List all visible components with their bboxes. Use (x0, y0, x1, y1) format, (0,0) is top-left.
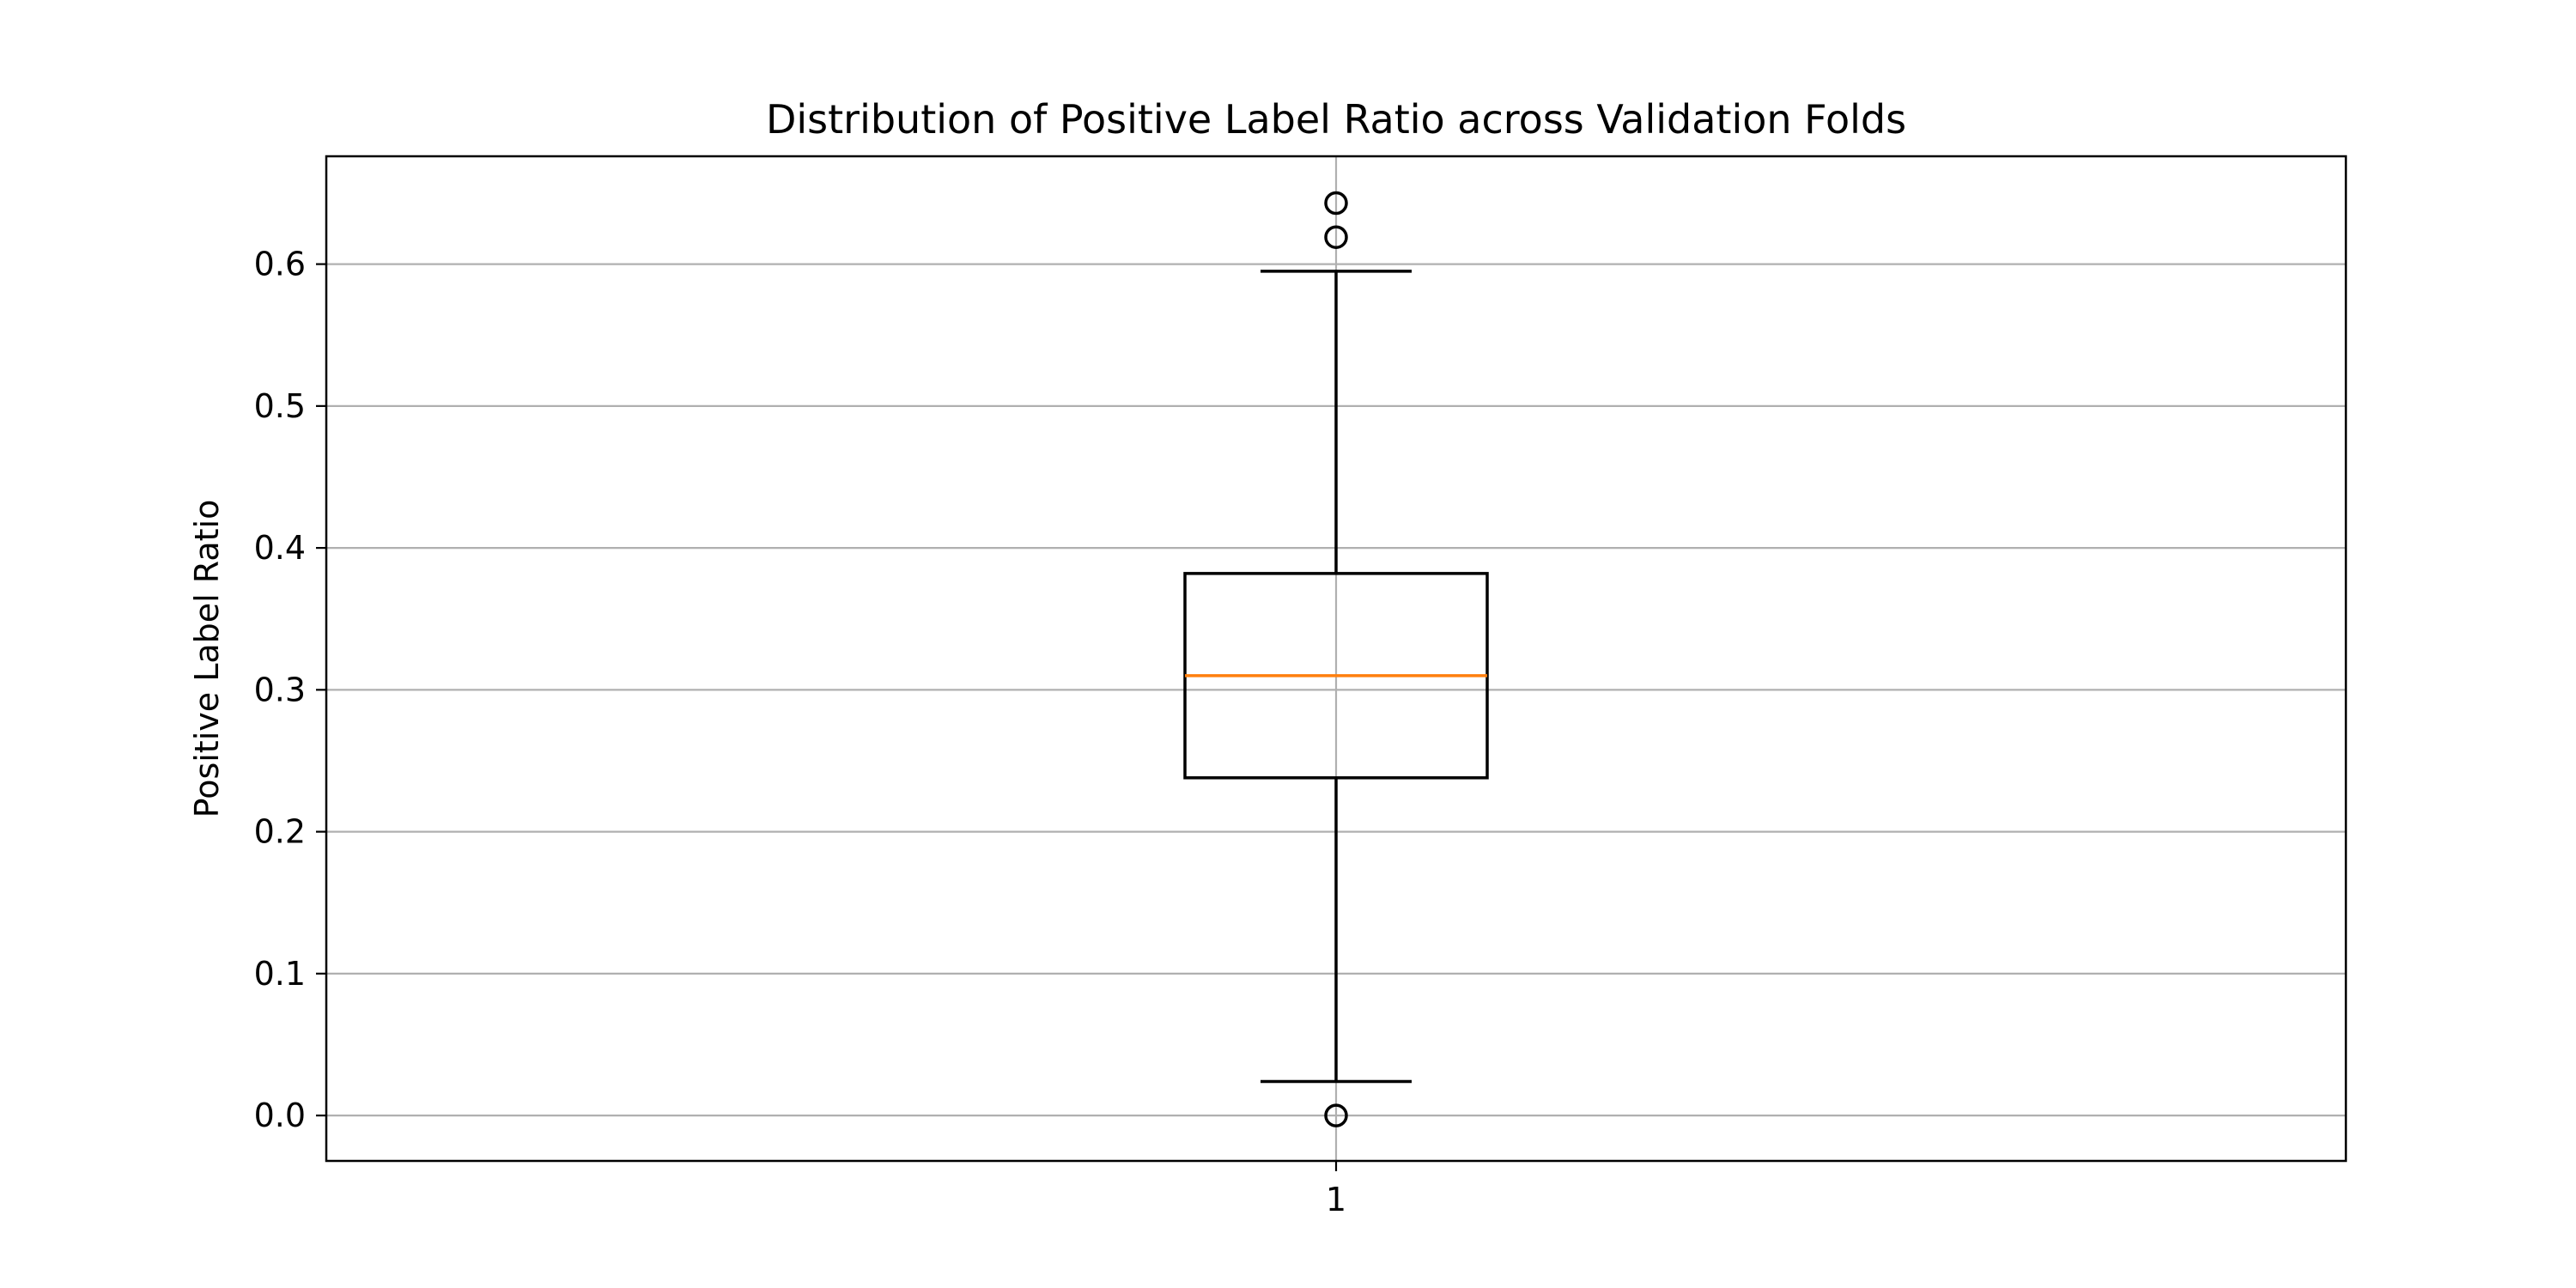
y-tick-label: 0.1 (254, 955, 306, 993)
x-tick-label: 1 (1326, 1181, 1346, 1218)
axis-ticks: 0.0 0.1 0.2 0.3 0.4 0.5 0.6 1 (254, 246, 1347, 1218)
y-tick-label: 0.6 (254, 246, 306, 283)
boxplot (1183, 191, 1489, 1127)
outlier-point (1324, 191, 1348, 216)
outlier-point (1324, 1103, 1348, 1127)
y-tick-label: 0.2 (254, 813, 306, 851)
y-tick-label: 0.3 (254, 671, 306, 708)
y-tick-label: 0.5 (254, 387, 306, 425)
y-tick-label: 0.0 (254, 1097, 306, 1134)
outlier-point (1324, 225, 1348, 249)
y-axis-label: Positive Label Ratio (188, 500, 226, 818)
y-tick-label: 0.4 (254, 529, 306, 567)
chart-title: Distribution of Positive Label Ratio acr… (766, 96, 1906, 143)
